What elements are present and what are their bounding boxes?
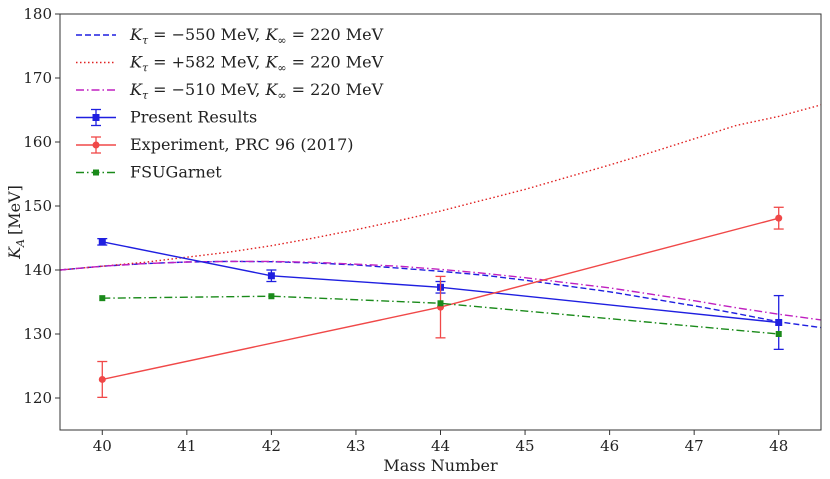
series-2-point [775, 214, 783, 222]
legend-curve-2-label: Kτ = +582 MeV, K∞ = 220 MeV [129, 53, 384, 75]
legend-series-3-label: FSUGarnet [130, 163, 222, 182]
legend: Kτ = −550 MeV, K∞ = 220 MeV Kτ = +582 MeV… [76, 25, 384, 182]
y-tick-label: 170 [23, 69, 52, 87]
y-axis-ticks: 120 130 140 150 160 170 180 [23, 5, 60, 407]
series-3-point [437, 300, 444, 307]
series-3-line [102, 295, 779, 335]
x-tick-label: 46 [600, 437, 619, 455]
series-1-point [267, 272, 275, 280]
series-1-point [98, 238, 106, 246]
legend-series-1-label: Present Results [130, 108, 257, 127]
legend-series-2-label: Experiment, PRC 96 (2017) [130, 135, 354, 154]
y-tick-label: 160 [23, 133, 52, 151]
legend-series-2-marker [92, 141, 100, 149]
y-tick-label: 180 [23, 5, 52, 23]
series-1-point [775, 318, 783, 326]
model-curves [60, 104, 821, 329]
data-series [97, 206, 784, 399]
y-tick-label: 140 [23, 261, 52, 279]
series-3-point [775, 331, 782, 337]
series-1-line [102, 241, 779, 324]
curve-2-line [60, 104, 821, 271]
x-tick-label: 44 [431, 437, 450, 455]
series-3-point [268, 293, 275, 300]
x-tick-label: 48 [769, 437, 788, 455]
x-tick-label: 47 [685, 437, 704, 455]
legend-curve-1-label: Kτ = −550 MeV, K∞ = 220 MeV [129, 25, 384, 47]
y-axis-label-subscript: A [14, 239, 27, 248]
legend-curve-3-label: Kτ = −510 MeV, K∞ = 220 MeV [129, 80, 384, 102]
x-axis-label: Mass Number [383, 456, 498, 475]
series-2-point [98, 375, 106, 383]
y-tick-label: 120 [23, 389, 52, 407]
legend-series-3-marker [93, 169, 99, 176]
y-tick-label: 150 [23, 197, 52, 215]
x-tick-label: 43 [346, 437, 365, 455]
curve-3-line [60, 260, 821, 321]
y-axis-label-symbol: K [5, 246, 24, 260]
y-axis-label-unit: [MeV] [5, 185, 24, 235]
x-tick-label: 40 [93, 437, 112, 455]
legend-series-1-marker [92, 114, 100, 121]
y-tick-label: 130 [23, 325, 52, 343]
y-axis-label: KA [MeV] [5, 185, 27, 260]
x-tick-label: 45 [516, 437, 535, 455]
series-3 [99, 293, 782, 337]
x-tick-label: 42 [262, 437, 281, 455]
x-tick-label: 41 [177, 437, 196, 455]
series-2 [97, 206, 784, 399]
series-3-point [99, 295, 106, 302]
x-axis-ticks: 40 41 42 43 44 45 46 47 48 [93, 430, 788, 455]
